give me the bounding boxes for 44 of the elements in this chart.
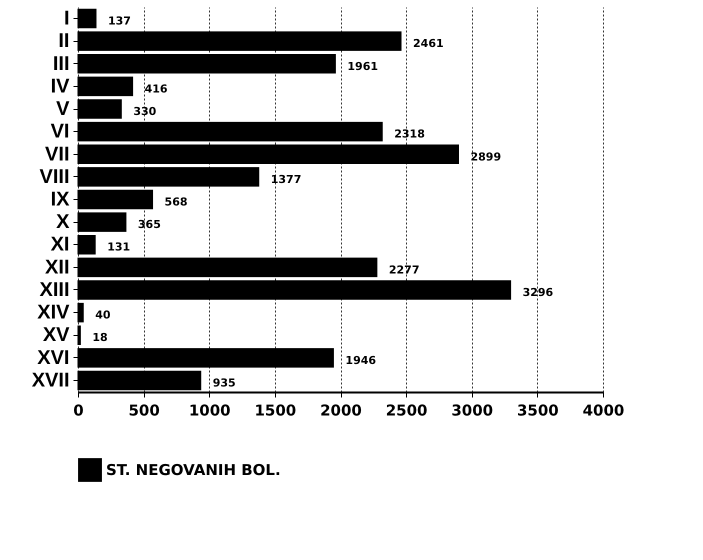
y-tick-label: IX	[50, 188, 70, 210]
y-tick-label: XIII	[39, 278, 70, 301]
data-label: 131	[107, 240, 130, 254]
x-tick-label: 2500	[386, 402, 428, 420]
y-tick-label: IV	[50, 75, 70, 98]
y-tick-label: XV	[42, 324, 70, 346]
y-tick-label: XVI	[37, 346, 70, 369]
x-tick-label: 500	[128, 402, 160, 420]
x-tick-label: 1500	[254, 402, 296, 420]
y-tick-label: XVII	[32, 369, 70, 392]
data-label: 365	[138, 218, 161, 232]
y-tick-label: XI	[50, 234, 70, 256]
x-tick-label: 3500	[517, 402, 559, 420]
y-tick-label: II	[58, 30, 70, 52]
y-tick-label: XIV	[37, 302, 70, 324]
y-tick-label: V	[56, 98, 70, 120]
data-label: 1961	[347, 60, 378, 73]
x-tick-label: 0	[73, 402, 84, 420]
y-tick-label: XII	[45, 256, 70, 278]
data-label: 1377	[270, 172, 302, 186]
y-tick-label: VII	[45, 143, 70, 166]
y-tick-label: I	[64, 8, 70, 30]
y-tick-label: X	[56, 211, 70, 234]
x-tick-label: 3000	[451, 402, 494, 420]
legend-label: ST. NEGOVANIH BOL.	[106, 461, 281, 479]
data-label: 935	[212, 376, 236, 390]
data-label: 3296	[522, 286, 554, 299]
data-label: 18	[92, 331, 108, 344]
data-label: 1946	[345, 354, 376, 367]
x-tick-label: 1000	[188, 402, 231, 420]
y-tick-label: VIII	[39, 166, 70, 188]
y-tick-label: III	[52, 52, 70, 75]
data-label: 2277	[388, 263, 420, 276]
data-label: 416	[144, 82, 168, 96]
x-tick-label: 4000	[582, 402, 624, 420]
data-label: 137	[108, 14, 131, 28]
data-label: 2318	[394, 128, 425, 141]
y-tick-label: VI	[50, 120, 70, 143]
data-label: 40	[95, 308, 111, 322]
data-label: 568	[164, 196, 188, 208]
data-label: 2461	[413, 37, 444, 50]
data-label: 2899	[470, 150, 502, 164]
data-label: 330	[133, 105, 157, 118]
x-tick-label: 2000	[320, 402, 362, 420]
